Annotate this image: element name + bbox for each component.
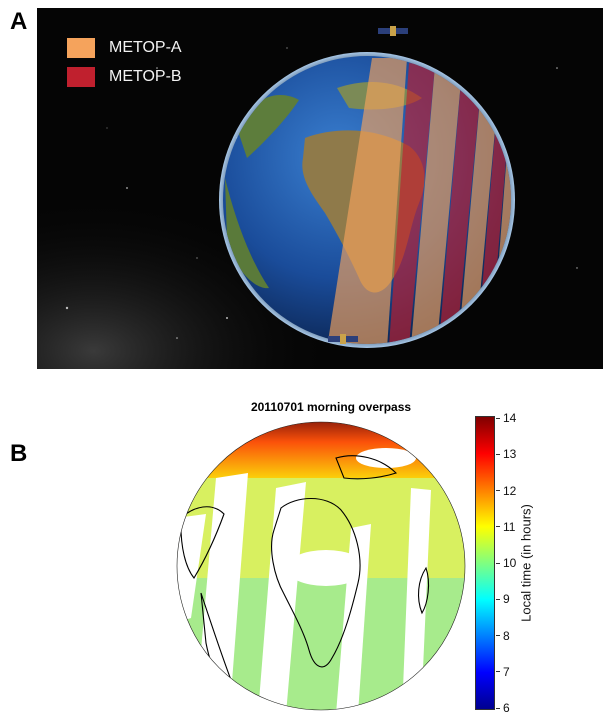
colorbar-ticks: 14 13 12 11 10 9 8 7 6 [496, 411, 536, 715]
colorbar-tick-label: 12 [496, 484, 516, 498]
legend: METOP-A METOP-B [67, 38, 182, 96]
legend-item-metop-b: METOP-B [67, 67, 182, 87]
panel-b-letter: B [10, 440, 28, 467]
colorbar-label: Local time (in hours) [516, 438, 536, 688]
colorbar-tick-label: 8 [496, 629, 510, 643]
panel-a-letter: A [10, 8, 28, 35]
satellite-icon [378, 26, 408, 36]
colorbar-tick-label: 9 [496, 592, 510, 606]
legend-swatch [67, 38, 95, 58]
colorbar-label-text: Local time (in hours) [518, 504, 534, 622]
colorbar [475, 416, 495, 710]
legend-label: METOP-A [109, 39, 182, 56]
colorbar-tick-label: 10 [496, 556, 516, 570]
colorbar-tick-label: 7 [496, 665, 510, 679]
globe-scene [37, 8, 603, 369]
satellite-icon [328, 334, 358, 344]
colorbar-tick-label: 13 [496, 447, 516, 461]
colorbar-tick-label: 14 [496, 411, 516, 425]
colorbar-tick-label: 11 [496, 520, 515, 534]
legend-item-metop-a: METOP-A [67, 38, 182, 58]
satellite-globe-image: METOP-A METOP-B [37, 8, 603, 369]
colorbar-tick-label: 6 [496, 701, 510, 715]
panel-b-title: 20110701 morning overpass [250, 400, 412, 414]
local-time-globe-map [176, 421, 466, 711]
legend-swatch [67, 67, 95, 87]
legend-label: METOP-B [109, 68, 182, 85]
